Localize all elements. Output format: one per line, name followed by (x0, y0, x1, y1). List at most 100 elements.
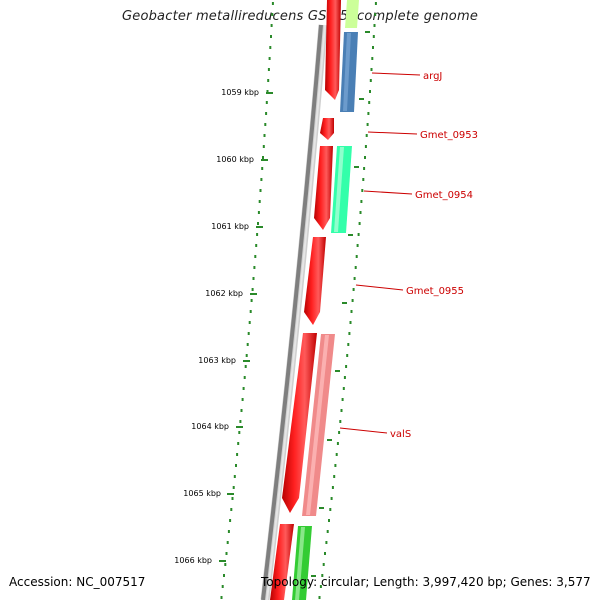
ring-dot (263, 134, 266, 137)
ring-dot (370, 68, 373, 71)
ring-dot (347, 343, 350, 346)
ring-dot (374, 2, 377, 5)
ring-dot (248, 321, 251, 324)
scale-label: 1061 kbp (211, 222, 249, 231)
cds-arrow-Gmet_0953[interactable] (320, 118, 334, 140)
ring-dot (235, 464, 237, 467)
scale-label: 1062 kbp (205, 289, 243, 298)
ring-dot (326, 530, 329, 533)
ring-dot (266, 90, 269, 93)
ring-dot (220, 596, 223, 599)
ring-dot (324, 552, 326, 555)
cds-arrow-Gmet_0955[interactable] (304, 237, 326, 325)
scale-label: 1064 kbp (191, 422, 229, 431)
ring-dot (237, 442, 240, 445)
inner-dotted-ring (220, 2, 274, 599)
gene-label-Gmet_0955[interactable]: Gmet_0955 (406, 286, 464, 297)
ring-dot (232, 486, 235, 489)
gene-label-Gmet_0954[interactable]: Gmet_0954 (415, 190, 473, 201)
feature-band-top[interactable] (345, 0, 359, 28)
ring-dot (267, 79, 270, 82)
ring-dot (342, 387, 345, 390)
ring-dot (330, 497, 333, 500)
ring-dot (349, 321, 352, 324)
scale-label: 1066 kbp (174, 556, 212, 565)
feature-band-lower-highlight (295, 527, 305, 600)
ring-dot (259, 189, 262, 192)
feature-band-Gmet_0954-highlight (334, 147, 344, 232)
ring-dot (249, 310, 252, 313)
ring-dot (339, 420, 342, 423)
ring-dot (270, 35, 272, 38)
ring-dot (338, 431, 341, 434)
ring-dot (346, 354, 349, 357)
ring-dot (246, 343, 249, 346)
ring-dot (245, 354, 248, 357)
ring-dot (331, 486, 334, 489)
ring-dot (336, 442, 339, 445)
gene-label-argJ[interactable]: argJ (423, 71, 442, 82)
ring-dot (322, 563, 325, 566)
cds-arrow-lower[interactable] (270, 524, 294, 600)
ring-dot (333, 475, 336, 478)
ring-dot (367, 112, 370, 115)
scale-label: 1063 kbp (198, 356, 236, 365)
ring-dot (359, 211, 362, 214)
ring-dot (253, 266, 256, 269)
ring-dot (242, 387, 245, 390)
ring-dot (265, 112, 268, 115)
ring-dot (269, 46, 272, 49)
gene-label-valS[interactable]: valS (390, 429, 411, 440)
ring-dot (250, 299, 253, 302)
ring-dot (374, 13, 377, 16)
ring-dot (260, 178, 263, 181)
ring-dot (357, 233, 360, 236)
ring-dot (364, 156, 366, 159)
ring-dot (366, 123, 369, 126)
map-title: Geobacter metallireducens GS-15, complet… (121, 9, 479, 24)
scale-label: 1065 kbp (183, 489, 221, 498)
ring-dot (223, 574, 225, 577)
ring-dot (244, 365, 247, 368)
scale-label: 1060 kbp (216, 155, 254, 164)
ring-dot (261, 167, 264, 170)
ring-dot (262, 145, 265, 148)
ring-dot (360, 200, 363, 203)
ring-dot (221, 585, 224, 588)
ring-dot (343, 376, 346, 379)
ring-dot (229, 519, 232, 522)
topology-info: Topology: circular; Length: 3,997,420 bp… (261, 575, 591, 589)
ring-dot (270, 24, 273, 27)
scale-label: 1059 kbp (221, 88, 259, 97)
ring-dot (257, 222, 259, 225)
ring-dot (354, 266, 357, 269)
ring-dot (319, 585, 322, 588)
ring-dot (372, 46, 374, 49)
ring-dot (351, 299, 354, 302)
cds-arrow-Gmet_0954[interactable] (314, 146, 333, 230)
outer-dotted-ring (318, 2, 377, 599)
ring-dot (318, 596, 321, 599)
feature-band-valS-highlight (306, 335, 329, 515)
ring-dot (267, 68, 270, 71)
ring-dot (268, 57, 271, 60)
ring-dot (240, 409, 243, 412)
cds-arrow-valS[interactable] (282, 333, 317, 513)
ring-dot (345, 365, 348, 368)
ring-dot (256, 233, 259, 236)
ring-dot (239, 420, 242, 423)
ring-dot (368, 101, 371, 104)
gene-label-Gmet_0953[interactable]: Gmet_0953 (420, 130, 478, 141)
ring-dot (362, 178, 365, 181)
genome-backbone-highlight (266, 24, 326, 600)
ring-dot (230, 508, 233, 511)
ring-dot (238, 431, 241, 434)
cds-arrow-argJ[interactable] (325, 0, 341, 100)
ring-dot (271, 2, 274, 5)
ring-dot (371, 57, 374, 60)
feature-band-argJ-highlight (343, 33, 351, 111)
scale-ticks (219, 92, 273, 562)
ring-dot (226, 541, 229, 544)
